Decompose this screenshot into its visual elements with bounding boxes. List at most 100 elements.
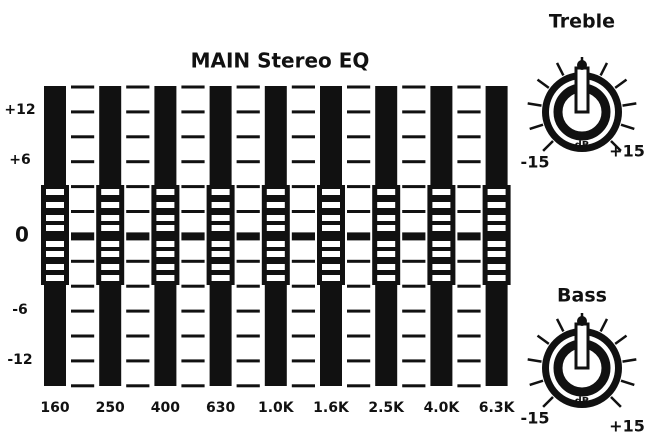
slider-cap[interactable] bbox=[372, 185, 401, 285]
slider-cap-slot bbox=[211, 241, 230, 247]
scale-dash bbox=[457, 384, 481, 388]
slider-cap[interactable] bbox=[261, 185, 290, 285]
scale-dash bbox=[181, 359, 205, 363]
knob-tick bbox=[527, 102, 542, 107]
knob-max: +15 bbox=[609, 417, 645, 436]
scale-dash bbox=[181, 384, 205, 388]
slider-cap-slot bbox=[46, 264, 64, 270]
slider-cap[interactable] bbox=[317, 185, 345, 285]
scale-dash bbox=[457, 85, 481, 89]
scale-dash bbox=[291, 110, 315, 114]
slider-cap[interactable] bbox=[427, 185, 456, 285]
scale-dash bbox=[126, 259, 150, 263]
slider-cap-slot bbox=[266, 264, 285, 270]
knob-pointer bbox=[574, 322, 590, 370]
knob-tick bbox=[542, 396, 554, 408]
slider-cap-slot bbox=[487, 275, 506, 281]
knob-tick bbox=[599, 318, 609, 333]
scale-dash bbox=[236, 284, 260, 288]
knob-tick bbox=[555, 318, 565, 333]
scale-dash bbox=[126, 135, 150, 139]
slider-cap-slot bbox=[101, 264, 120, 270]
scale-dash bbox=[71, 232, 95, 241]
slider-cap-slot bbox=[156, 189, 175, 195]
slider-cap-slot bbox=[377, 264, 396, 270]
frequency-label: 4.0K bbox=[424, 400, 461, 416]
scale-dash bbox=[347, 210, 371, 213]
slider-cap-slot bbox=[377, 241, 396, 247]
slider-cap-slot bbox=[322, 215, 340, 221]
scale-dash bbox=[347, 135, 371, 139]
scale-dash bbox=[347, 309, 371, 313]
scale-dash bbox=[347, 384, 371, 388]
scale-dash bbox=[236, 309, 260, 313]
slider-cap-slot bbox=[46, 202, 64, 208]
slider-cap-slot bbox=[211, 251, 230, 257]
scale-dash bbox=[457, 110, 481, 114]
knob-tick bbox=[599, 62, 609, 77]
knob-tick bbox=[527, 358, 542, 363]
scale-dash bbox=[291, 384, 315, 388]
scale-dash bbox=[126, 110, 150, 114]
knob-min: -15 bbox=[521, 153, 550, 172]
knob[interactable] bbox=[542, 60, 622, 152]
knob-tick bbox=[614, 334, 628, 345]
slider-cap-slot bbox=[101, 275, 120, 281]
scale-dash bbox=[71, 284, 95, 288]
scale-dash bbox=[126, 359, 150, 363]
slider-cap-slot bbox=[101, 241, 120, 247]
slider-cap[interactable] bbox=[96, 185, 125, 285]
slider-cap-slot bbox=[156, 264, 175, 270]
scale-dash bbox=[347, 259, 371, 263]
slider-cap-slot bbox=[432, 215, 451, 221]
slider-cap-slot bbox=[266, 202, 285, 208]
scale-dash bbox=[347, 359, 371, 363]
scale-dash bbox=[181, 309, 205, 313]
slider-cap-slot bbox=[101, 251, 120, 257]
scale-dash bbox=[236, 110, 260, 114]
scale-dash bbox=[236, 334, 260, 338]
slider-cap-slot bbox=[322, 189, 340, 195]
slider-cap-slot bbox=[156, 241, 175, 247]
scale-dash bbox=[126, 160, 150, 164]
knob-max: +15 bbox=[609, 142, 645, 161]
knob-label: Bass bbox=[557, 285, 607, 307]
scale-dash bbox=[71, 85, 95, 89]
scale-dash bbox=[291, 210, 315, 213]
scale-label: +6 bbox=[9, 152, 30, 168]
scale-dash bbox=[236, 85, 260, 89]
scale-dash bbox=[457, 135, 481, 139]
scale-dash bbox=[402, 259, 426, 263]
slider-cap[interactable] bbox=[482, 185, 511, 285]
slider-cap-slot bbox=[46, 241, 64, 247]
slider-cap-slot bbox=[46, 251, 64, 257]
scale-dash bbox=[126, 284, 150, 288]
frequency-label: 6.3K bbox=[479, 400, 516, 416]
scale-dash bbox=[457, 359, 481, 363]
scale-dash bbox=[236, 232, 260, 241]
slider-cap[interactable] bbox=[206, 185, 235, 285]
slider-cap-slot bbox=[322, 241, 340, 247]
slider-cap-slot bbox=[322, 264, 340, 270]
scale-dash bbox=[236, 135, 260, 139]
knob-tick bbox=[536, 334, 550, 345]
scale-dash bbox=[71, 185, 95, 189]
slider-cap-slot bbox=[322, 202, 340, 208]
knob[interactable] bbox=[542, 316, 622, 408]
frequency-label: 400 bbox=[151, 400, 180, 416]
scale-dash bbox=[291, 160, 315, 164]
scale-dash bbox=[457, 284, 481, 288]
frequency-label: 1.6K bbox=[313, 400, 350, 416]
slider-cap-slot bbox=[432, 189, 451, 195]
slider-cap-slot bbox=[156, 202, 175, 208]
knob-pointer-dot bbox=[577, 60, 587, 70]
scale-dash bbox=[347, 232, 371, 241]
scale-dash bbox=[181, 135, 205, 139]
slider-cap[interactable] bbox=[151, 185, 180, 285]
slider-cap-slot bbox=[211, 275, 230, 281]
slider-cap-slot bbox=[266, 225, 285, 231]
slider-cap-slot bbox=[266, 189, 285, 195]
slider-cap[interactable] bbox=[41, 185, 69, 285]
knob-tick bbox=[622, 102, 637, 107]
scale-label: +12 bbox=[4, 102, 35, 118]
